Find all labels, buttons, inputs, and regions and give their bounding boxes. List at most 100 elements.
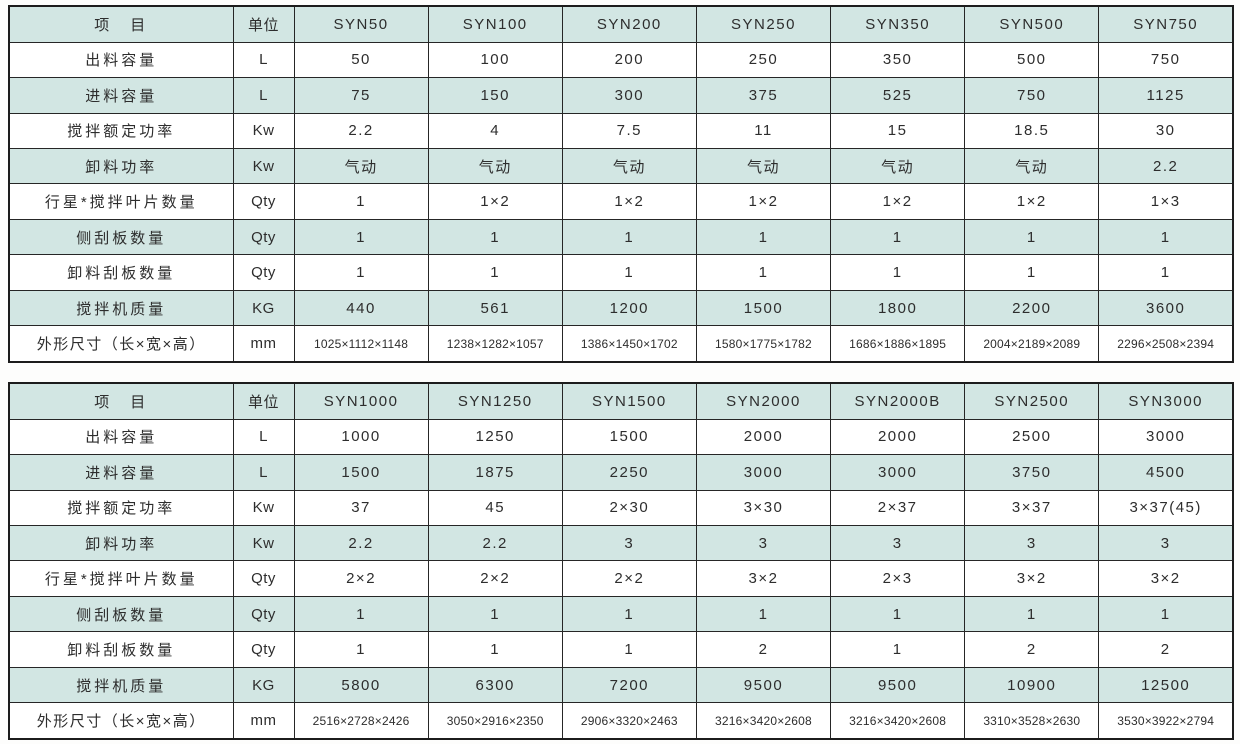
value-cell: 1 [427, 631, 563, 668]
table-row: 出料容量 L 1000 1250 1500 2000 2000 2500 3000 [8, 418, 1234, 456]
value-cell: 1 [695, 218, 832, 256]
value-cell: 3000 [695, 454, 832, 491]
table-row: 搅拌额定功率 Kw 37 45 2×30 3×30 2×37 3×37 3×37(45) [8, 489, 1234, 527]
model-column-header: SYN3000 [1098, 382, 1234, 420]
value-cell: 10900 [964, 666, 1100, 704]
value-cell: 2×2 [561, 560, 697, 597]
value-cell: 1 [830, 631, 966, 668]
row-label: 侧刮板数量 [8, 595, 234, 633]
value-cell: 750 [964, 77, 1100, 114]
value-cell: 3600 [1098, 289, 1234, 327]
value-cell: 1 [561, 218, 697, 256]
table-row: 卸料刮板数量 Qty 1 1 1 1 1 1 1 [8, 254, 1234, 291]
table-row: 侧刮板数量 Qty 1 1 1 1 1 1 1 [8, 218, 1234, 256]
row-label: 进料容量 [8, 77, 234, 114]
row-label: 搅拌额定功率 [8, 489, 234, 527]
value-cell: 2200 [964, 289, 1100, 327]
table-row: 搅拌机质量 KG 440 561 1200 1500 1800 2200 3600 [8, 289, 1234, 327]
value-cell: 3×37(45) [1098, 489, 1234, 527]
value-cell: 1 [293, 254, 429, 291]
row-label: 外形尺寸（长×宽×高） [8, 325, 234, 363]
value-cell: 1 [830, 218, 966, 256]
spec-table-2: 项 目单位 SYN1000 SYN1250 SYN1500 SYN2000 SYN2000… [8, 382, 1234, 740]
value-cell: 200 [561, 41, 697, 79]
value-cell: 3216×3420×2608 [830, 702, 966, 740]
value-cell: 3000 [1098, 418, 1234, 456]
value-cell: 1×2 [561, 183, 697, 220]
value-cell: 1 [561, 631, 697, 668]
value-cell: 2 [964, 631, 1100, 668]
row-unit: L [232, 77, 295, 114]
value-cell: 2 [695, 631, 832, 668]
header-row: 项 目单位 SYN1000 SYN1250 SYN1500 SYN2000 SYN2000… [8, 382, 1234, 420]
value-cell: 9500 [830, 666, 966, 704]
value-cell: 30 [1098, 112, 1234, 150]
value-cell: 3×2 [1098, 560, 1234, 597]
table-row: 行星*搅拌叶片数量 Qty 2×2 2×2 2×2 3×2 2×3 3×2 3×2 [8, 560, 1234, 597]
row-label: 搅拌机质量 [8, 666, 234, 704]
row-label: 出料容量 [8, 418, 234, 456]
row-unit: KG [232, 666, 295, 704]
item-column-header: 项 目 [8, 5, 234, 43]
model-column-header: SYN500 [964, 5, 1100, 43]
value-cell: 气动 [561, 148, 697, 185]
value-cell: 1 [964, 254, 1100, 291]
value-cell: 37 [293, 489, 429, 527]
table-row: 进料容量 L 75 150 300 375 525 750 1125 [8, 77, 1234, 114]
value-cell: 3750 [964, 454, 1100, 491]
value-cell: 1875 [427, 454, 563, 491]
value-cell: 气动 [830, 148, 966, 185]
value-cell: 2250 [561, 454, 697, 491]
row-unit: L [232, 41, 295, 79]
value-cell: 1 [830, 595, 966, 633]
row-label: 行星*搅拌叶片数量 [8, 560, 234, 597]
value-cell: 7.5 [561, 112, 697, 150]
row-unit: Qty [232, 595, 295, 633]
value-cell: 1000 [293, 418, 429, 456]
value-cell: 1386×1450×1702 [561, 325, 697, 363]
value-cell: 2516×2728×2426 [293, 702, 429, 740]
table-row: 卸料功率 Kw 气动 气动 气动 气动 气动 气动 2.2 [8, 148, 1234, 185]
value-cell: 3 [561, 525, 697, 562]
row-unit: Kw [232, 525, 295, 562]
row-label: 进料容量 [8, 454, 234, 491]
model-column-header: SYN250 [695, 5, 832, 43]
value-cell: 1 [427, 595, 563, 633]
value-cell: 350 [830, 41, 966, 79]
row-label: 搅拌额定功率 [8, 112, 234, 150]
table-row: 侧刮板数量 Qty 1 1 1 1 1 1 1 [8, 595, 1234, 633]
row-unit: Qty [232, 254, 295, 291]
model-column-header: SYN2500 [964, 382, 1100, 420]
value-cell: 1×2 [830, 183, 966, 220]
table-row: 搅拌机质量 KG 5800 6300 7200 9500 9500 10900 12500 [8, 666, 1234, 704]
value-cell: 1200 [561, 289, 697, 327]
value-cell: 3×30 [695, 489, 832, 527]
value-cell: 1500 [293, 454, 429, 491]
row-unit: Qty [232, 560, 295, 597]
model-column-header: SYN2000B [830, 382, 966, 420]
value-cell: 2000 [695, 418, 832, 456]
value-cell: 7200 [561, 666, 697, 704]
row-unit: Qty [232, 183, 295, 220]
value-cell: 1 [293, 218, 429, 256]
value-cell: 2.2 [427, 525, 563, 562]
value-cell: 1 [1098, 595, 1234, 633]
value-cell: 12500 [1098, 666, 1234, 704]
value-cell: 300 [561, 77, 697, 114]
value-cell: 1 [561, 254, 697, 291]
value-cell: 4500 [1098, 454, 1234, 491]
value-cell: 2×3 [830, 560, 966, 597]
value-cell: 75 [293, 77, 429, 114]
value-cell: 2.2 [293, 112, 429, 150]
table-row: 行星*搅拌叶片数量 Qty 1 1×2 1×2 1×2 1×2 1×2 1×3 [8, 183, 1234, 220]
model-column-header: SYN1000 [293, 382, 429, 420]
value-cell: 3050×2916×2350 [427, 702, 563, 740]
model-column-header: SYN50 [293, 5, 429, 43]
value-cell: 2500 [964, 418, 1100, 456]
value-cell: 3×2 [695, 560, 832, 597]
value-cell: 1 [1098, 218, 1234, 256]
model-column-header: SYN1500 [561, 382, 697, 420]
value-cell: 1×2 [427, 183, 563, 220]
value-cell: 1 [427, 218, 563, 256]
